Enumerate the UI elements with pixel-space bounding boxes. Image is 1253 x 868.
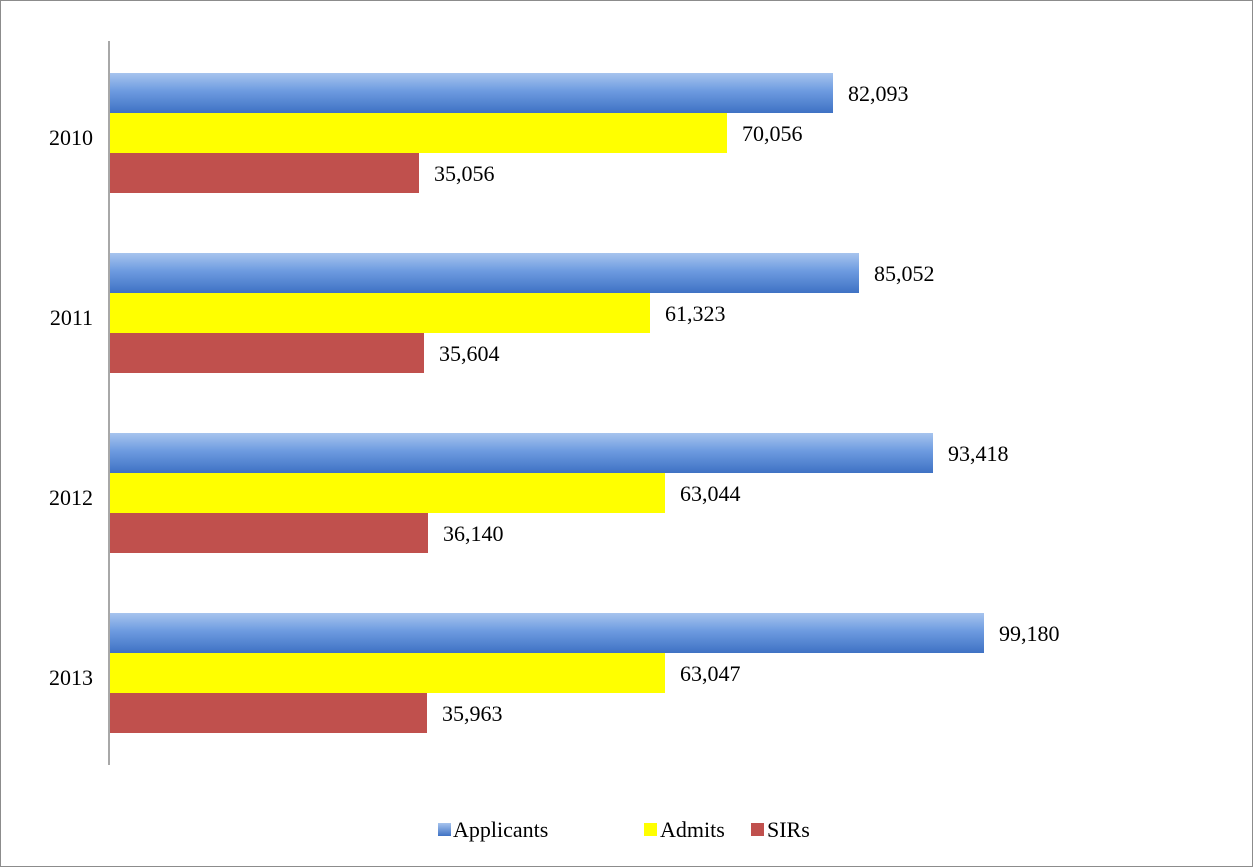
bar-admits-2011 bbox=[110, 293, 650, 333]
data-label-applicants-2012: 93,418 bbox=[948, 441, 1009, 466]
legend: Applicants Admits SIRs bbox=[438, 817, 810, 842]
data-labels-layer: 82,093 70,056 35,056 85,052 61,323 35,604 93,4… bbox=[434, 81, 1060, 726]
bar-applicants-2010 bbox=[110, 73, 833, 113]
data-label-admits-2013: 63,047 bbox=[680, 661, 741, 686]
data-label-applicants-2013: 99,180 bbox=[999, 621, 1060, 646]
bar-applicants-2012 bbox=[110, 433, 933, 473]
bar-sirs-2013 bbox=[110, 693, 427, 733]
data-label-sirs-2013: 35,963 bbox=[442, 701, 503, 726]
category-labels-layer: 2010 2011 2012 2013 bbox=[49, 125, 93, 690]
bar-applicants-2011 bbox=[110, 253, 859, 293]
legend-label-applicants: Applicants bbox=[453, 817, 548, 842]
bar-admits-2013 bbox=[110, 653, 665, 693]
bars-layer bbox=[110, 73, 984, 733]
data-label-sirs-2012: 36,140 bbox=[443, 521, 504, 546]
bar-sirs-2012 bbox=[110, 513, 428, 553]
category-label-2010: 2010 bbox=[49, 125, 93, 150]
legend-label-sirs: SIRs bbox=[767, 817, 810, 842]
legend-swatch-admits bbox=[644, 823, 657, 836]
bar-admits-2010 bbox=[110, 113, 727, 153]
category-label-2011: 2011 bbox=[50, 305, 93, 330]
bar-sirs-2011 bbox=[110, 333, 424, 373]
bar-admits-2012 bbox=[110, 473, 665, 513]
data-label-admits-2012: 63,044 bbox=[680, 481, 741, 506]
data-label-applicants-2011: 85,052 bbox=[874, 261, 935, 286]
data-label-sirs-2011: 35,604 bbox=[439, 341, 500, 366]
bar-applicants-2013 bbox=[110, 613, 984, 653]
data-label-applicants-2010: 82,093 bbox=[848, 81, 909, 106]
legend-label-admits: Admits bbox=[660, 817, 725, 842]
legend-swatch-applicants bbox=[438, 823, 451, 836]
category-label-2012: 2012 bbox=[49, 485, 93, 510]
data-label-admits-2011: 61,323 bbox=[665, 301, 726, 326]
data-label-sirs-2010: 35,056 bbox=[434, 161, 495, 186]
legend-swatch-sirs bbox=[751, 823, 764, 836]
bar-sirs-2010 bbox=[110, 153, 419, 193]
category-label-2013: 2013 bbox=[49, 665, 93, 690]
data-label-admits-2010: 70,056 bbox=[742, 121, 803, 146]
